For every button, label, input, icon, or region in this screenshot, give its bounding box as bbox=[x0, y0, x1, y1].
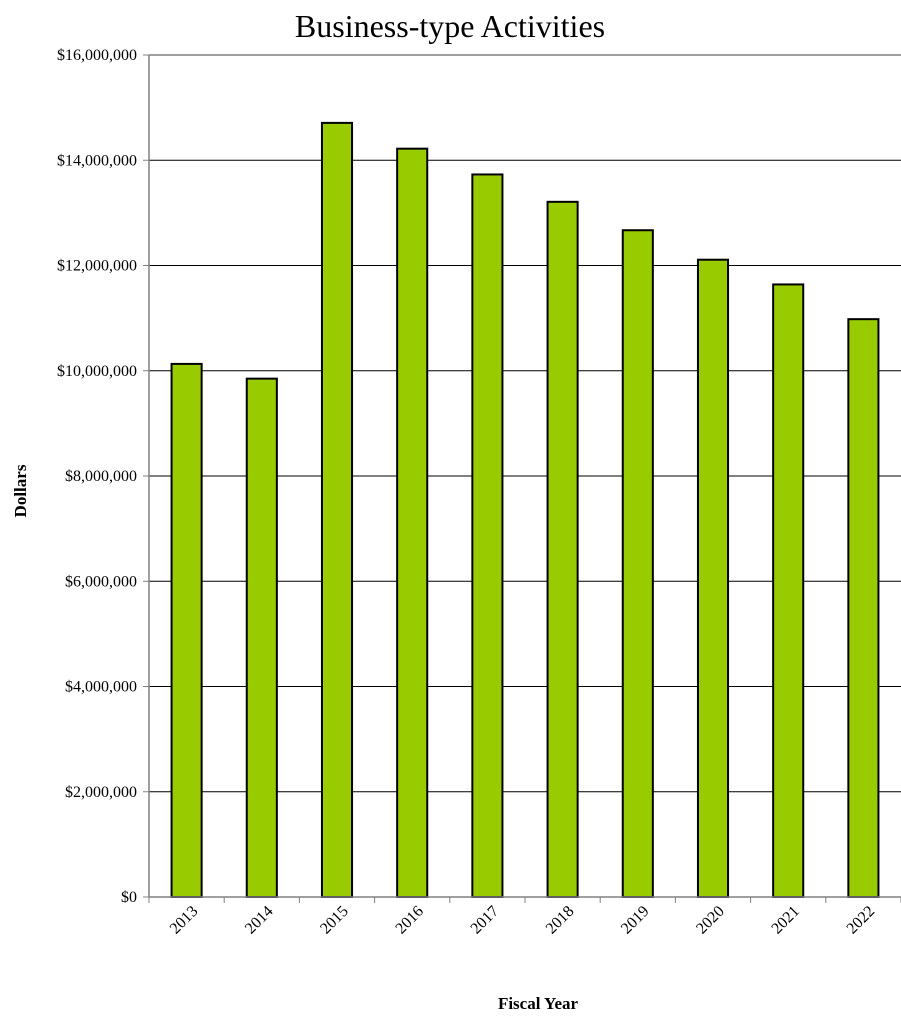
y-tick-labels: $0 $2,000,000 $4,000,000 $6,000,000 $8,000,0… bbox=[57, 47, 137, 906]
bar-2015 bbox=[320, 121, 354, 899]
bar-2014 bbox=[245, 377, 278, 898]
x-tick-label: 2022 bbox=[844, 903, 879, 938]
x-tick-label: 2021 bbox=[768, 903, 803, 938]
bar-2013 bbox=[170, 362, 203, 898]
x-tick-label: 2017 bbox=[468, 903, 503, 938]
y-tick-label: $16,000,000 bbox=[57, 47, 137, 64]
y-tick-label: $2,000,000 bbox=[65, 784, 137, 801]
x-tick-label: 2013 bbox=[167, 903, 202, 938]
x-tick-label: 2014 bbox=[242, 903, 277, 938]
bar-2020 bbox=[696, 258, 730, 898]
bar-2018 bbox=[546, 200, 579, 899]
bar-2022 bbox=[847, 318, 880, 898]
y-tick-label: $6,000,000 bbox=[65, 573, 137, 590]
bar-2021 bbox=[772, 283, 805, 898]
y-tick-label: $14,000,000 bbox=[57, 152, 137, 169]
bars bbox=[170, 121, 880, 899]
x-tick-label: 2016 bbox=[392, 903, 427, 938]
x-tick-labels: 2013 2014 2015 2016 2017 2018 2019 2020 2021 2022 bbox=[167, 903, 878, 938]
x-axis-title: Fiscal Year bbox=[498, 994, 579, 1013]
y-tick-label: $4,000,000 bbox=[65, 679, 137, 696]
chart-title: Business-type Activities bbox=[295, 8, 605, 44]
y-tick-label: $0 bbox=[121, 889, 137, 906]
y-axis-title: Dollars bbox=[11, 464, 30, 517]
bar-2017 bbox=[471, 173, 504, 899]
x-tick-label: 2020 bbox=[693, 903, 728, 938]
bar-2019 bbox=[621, 229, 654, 898]
y-tick-label: $12,000,000 bbox=[57, 258, 137, 275]
x-tick-label: 2018 bbox=[543, 903, 578, 938]
axes bbox=[143, 54, 901, 903]
x-tick-label: 2015 bbox=[317, 903, 352, 938]
y-tick-label: $8,000,000 bbox=[65, 468, 137, 485]
y-tick-label: $10,000,000 bbox=[57, 363, 137, 380]
bar-2016 bbox=[396, 147, 429, 899]
x-tick-label: 2019 bbox=[618, 903, 653, 938]
